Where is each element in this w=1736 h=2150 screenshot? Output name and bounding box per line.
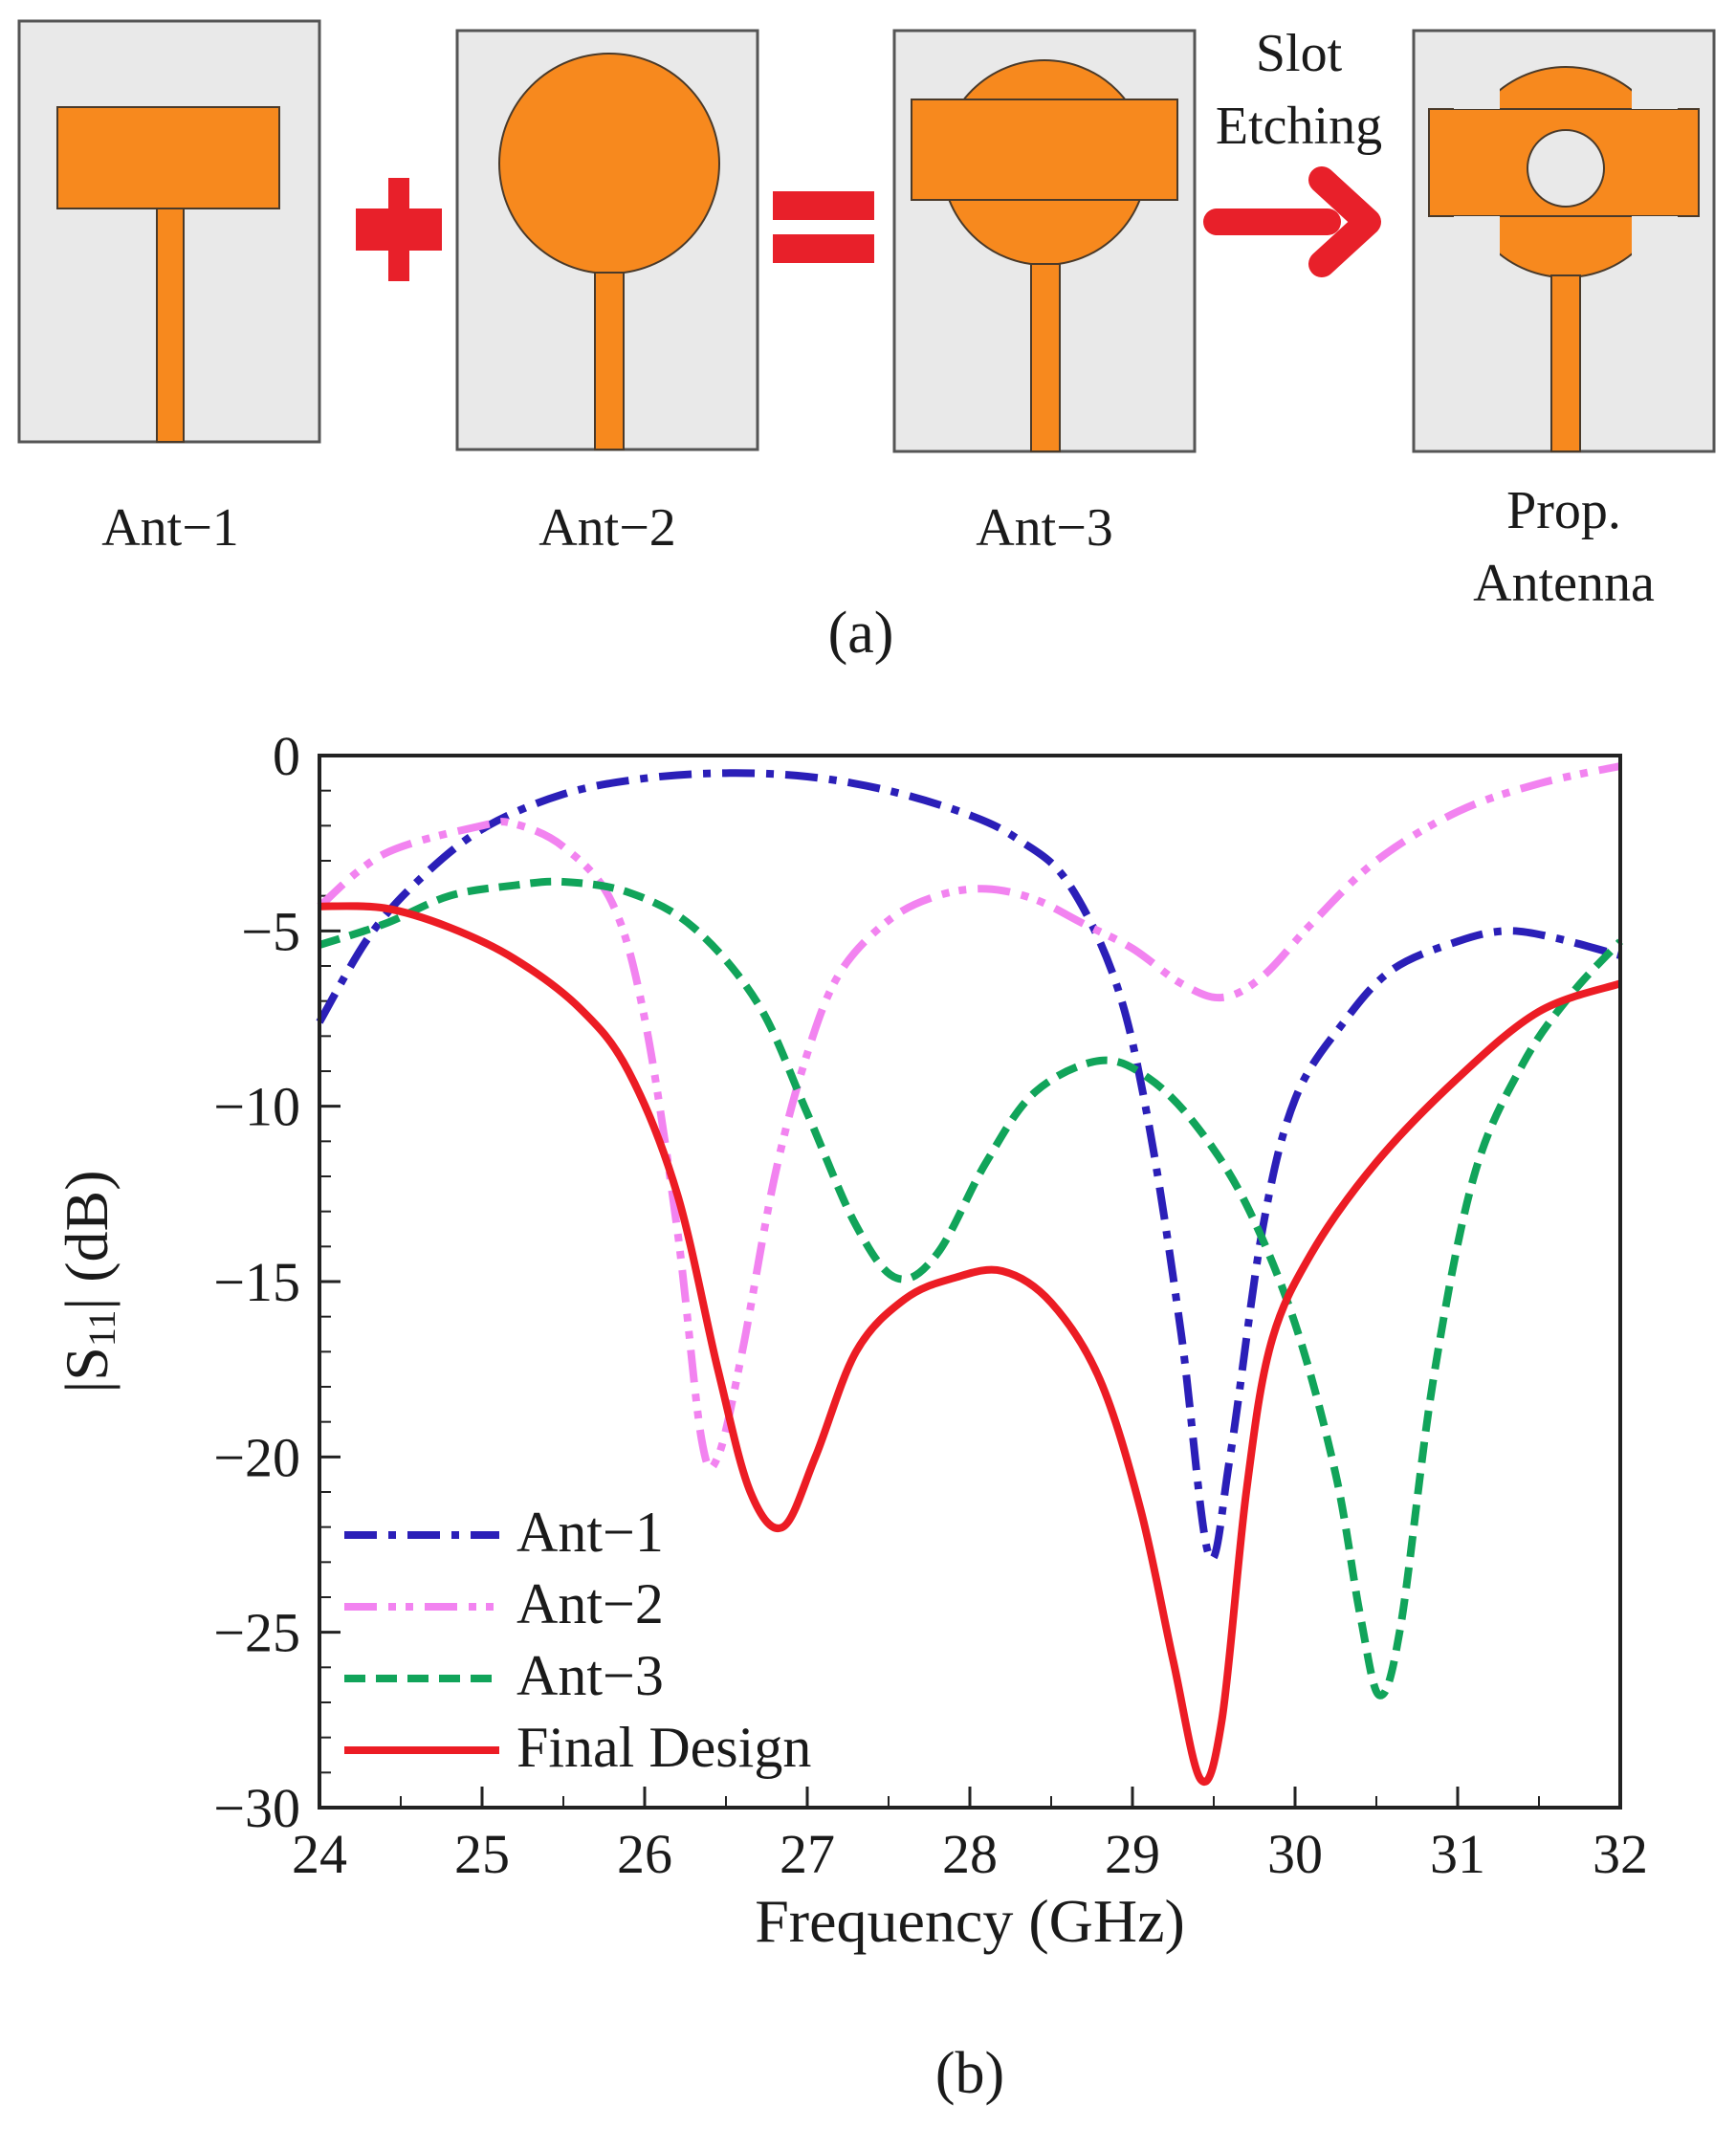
ant1-label: Ant−1: [101, 498, 239, 558]
plus-shape: [356, 178, 442, 281]
x-axis-ticks: 24 25 26 27 28 29 30 31 32: [292, 1787, 1648, 1885]
caption-b: (b): [935, 2041, 1004, 2106]
series-line-0: [316, 769, 1622, 1563]
series-line-2: [318, 877, 1623, 1700]
caption-a: (a): [828, 601, 894, 666]
ant1-rectangular-patch: [56, 106, 280, 209]
plot-frame: [318, 754, 1622, 1810]
x-tick-label: 25: [454, 1823, 510, 1885]
panel-b-chart: 0 −5 −10 −15 −20 −25 −30 24 25 26 27 28 29 30 31 32 Fr…: [53, 725, 1648, 2106]
x-tick-label: 28: [942, 1823, 998, 1885]
ant2-feedline: [594, 272, 625, 450]
ant2-circular-patch: [498, 53, 720, 274]
ant2-label: Ant−2: [538, 498, 676, 558]
slot-etching-arrow: Slot Etching: [1203, 24, 1382, 277]
y-axis-label: |S11| (dB): [53, 1170, 123, 1393]
prop-center-ring-slot: [1527, 129, 1605, 208]
series-line-1: [317, 762, 1621, 1472]
y-tick-label: −25: [213, 1602, 300, 1664]
ant3-diagram: [892, 29, 1197, 453]
x-tick-label: 30: [1267, 1823, 1323, 1885]
plus-icon: [356, 178, 442, 281]
panel-a: Slot Etching Ant−1 Ant−2 Ant−3 Prop. Ant…: [17, 19, 1716, 666]
x-tick-label: 29: [1105, 1823, 1160, 1885]
legend-lines: [344, 1531, 499, 1754]
prop-slot-top-left: [1454, 59, 1500, 109]
legend-label-ant1: Ant−1: [516, 1501, 664, 1564]
legend-label-ant2: Ant−2: [516, 1572, 664, 1635]
legend: Ant−1 Ant−2 Ant−3 Final Design: [344, 1501, 811, 1779]
x-tick-label: 31: [1430, 1823, 1485, 1885]
x-tick-label: 26: [617, 1823, 672, 1885]
y-tick-label: 0: [273, 725, 300, 787]
arrow-text-line2: Etching: [1216, 97, 1382, 156]
series-line-3: [319, 902, 1622, 1786]
ant2-diagram: [455, 29, 759, 451]
legend-label-ant3: Ant−3: [516, 1644, 664, 1707]
x-tick-label: 27: [780, 1823, 835, 1885]
y-tick-label: −5: [241, 900, 300, 962]
ant3-feedline: [1030, 263, 1061, 452]
y-tick-label: −15: [213, 1251, 300, 1313]
x-axis-label: Frequency (GHz): [755, 1887, 1185, 1955]
y-tick-label: −10: [213, 1076, 300, 1138]
ant3-label: Ant−3: [976, 498, 1113, 558]
equals-bar-top: [773, 191, 874, 220]
ant1-diagram: [17, 19, 321, 444]
equals-bar-bottom: [773, 234, 874, 263]
prop-feedline: [1550, 274, 1581, 452]
y-tick-label: −30: [213, 1777, 300, 1839]
x-tick-label: 32: [1593, 1823, 1648, 1885]
ant3-rectangular-patch: [911, 99, 1178, 201]
prop-slot-bottom-left: [1454, 216, 1500, 266]
series-layer: [316, 762, 1623, 1786]
equals-icon: [773, 191, 874, 263]
arrow-right-icon: [1203, 166, 1381, 277]
x-tick-label: 24: [292, 1823, 347, 1885]
prop-slot-top-right: [1632, 59, 1678, 109]
arrow-head: [1308, 166, 1381, 277]
y-axis-ticks: 0 −5 −10 −15 −20 −25 −30: [213, 725, 341, 1839]
prop-label-line1: Prop.: [1506, 481, 1621, 540]
prop-label-line2: Antenna: [1473, 554, 1655, 613]
prop-antenna-diagram: [1412, 29, 1716, 453]
legend-label-final-design: Final Design: [516, 1716, 811, 1779]
prop-slot-bottom-right: [1632, 216, 1678, 266]
arrow-text-line1: Slot: [1256, 24, 1343, 83]
ant1-feedline: [156, 208, 185, 443]
y-tick-label: −20: [213, 1426, 300, 1488]
